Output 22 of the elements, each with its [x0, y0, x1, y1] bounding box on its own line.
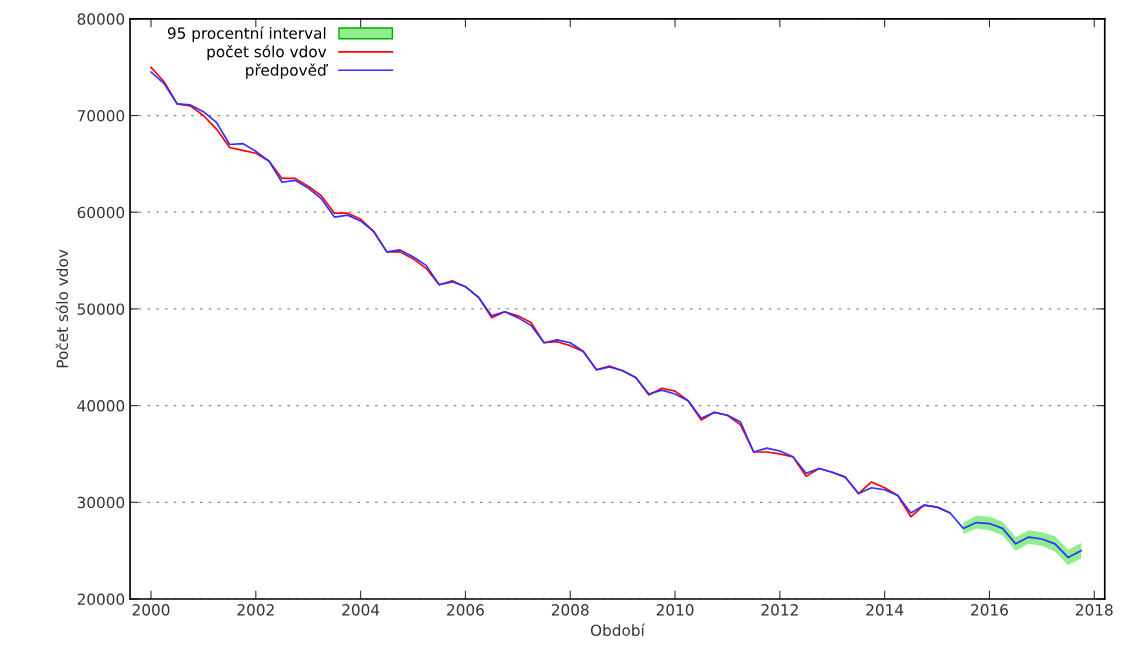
x-tick-label: 2000 [132, 604, 170, 616]
y-tick-label: 60000 [77, 206, 125, 219]
y-axis-title: Počet sólo vdov [55, 249, 69, 368]
x-tick-label: 2008 [551, 604, 589, 616]
x-tick-label: 2012 [761, 604, 798, 616]
x-tick-label: 2004 [342, 604, 380, 616]
y-tick-label: 50000 [77, 303, 125, 315]
x-tick-label: 2018 [1075, 604, 1113, 616]
y-tick-label: 20000 [77, 593, 125, 605]
legend-label: počet sólo vdov [207, 44, 327, 61]
y-tick-label: 80000 [77, 13, 125, 25]
x-tick-label: 2002 [237, 604, 274, 616]
y-tick-label: 40000 [77, 400, 125, 412]
legend-label: předpověď [246, 63, 329, 79]
x-tick-label: 2014 [866, 604, 904, 616]
x-tick-label: 2016 [971, 604, 1008, 616]
legend-label: 95 procentní interval [167, 26, 326, 42]
y-tick-label: 30000 [77, 496, 125, 509]
x-axis-title: Období [590, 623, 646, 636]
x-tick-label: 2006 [447, 604, 484, 616]
y-tick-label: 70000 [77, 110, 125, 122]
x-tick-label: 2010 [656, 604, 694, 616]
